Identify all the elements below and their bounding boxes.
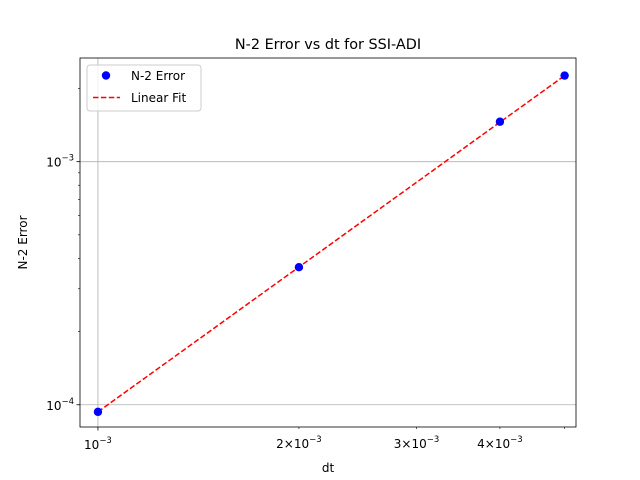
x-minor-tick-label: 3×10−3 — [394, 435, 440, 451]
n2-error-point — [93, 407, 103, 417]
n2-error-point — [495, 117, 505, 126]
x-minor-tick-label: 2×10−3 — [276, 435, 322, 451]
grid-lines — [80, 58, 576, 427]
legend-box — [86, 64, 202, 112]
linear-fit-line — [97, 74, 566, 413]
y-tick-label: 10−3 — [46, 154, 74, 170]
y-axis-label: N-2 Error — [16, 215, 30, 269]
y-tick-label: 10−4 — [46, 397, 74, 413]
axis-ticks: 10−3 2×10−3 3×10−3 4×10−3 10−4 10−3 — [46, 88, 565, 452]
x-tick-label: 10−3 — [84, 436, 112, 452]
plot-series — [93, 71, 569, 417]
x-minor-tick-label: 4×10−3 — [477, 435, 523, 451]
n2-error-point — [560, 71, 569, 80]
legend-marker-n2-error — [101, 71, 111, 80]
n2-error-point — [294, 263, 304, 272]
legend: N-2 Error Linear Fit — [86, 64, 202, 112]
legend-label-linear-fit: Linear Fit — [131, 91, 186, 105]
chart-title: N-2 Error vs dt for SSI-ADI — [235, 37, 421, 53]
x-axis-label: dt — [322, 461, 335, 475]
legend-label-n2-error: N-2 Error — [131, 69, 185, 83]
axes-frame — [79, 57, 577, 428]
